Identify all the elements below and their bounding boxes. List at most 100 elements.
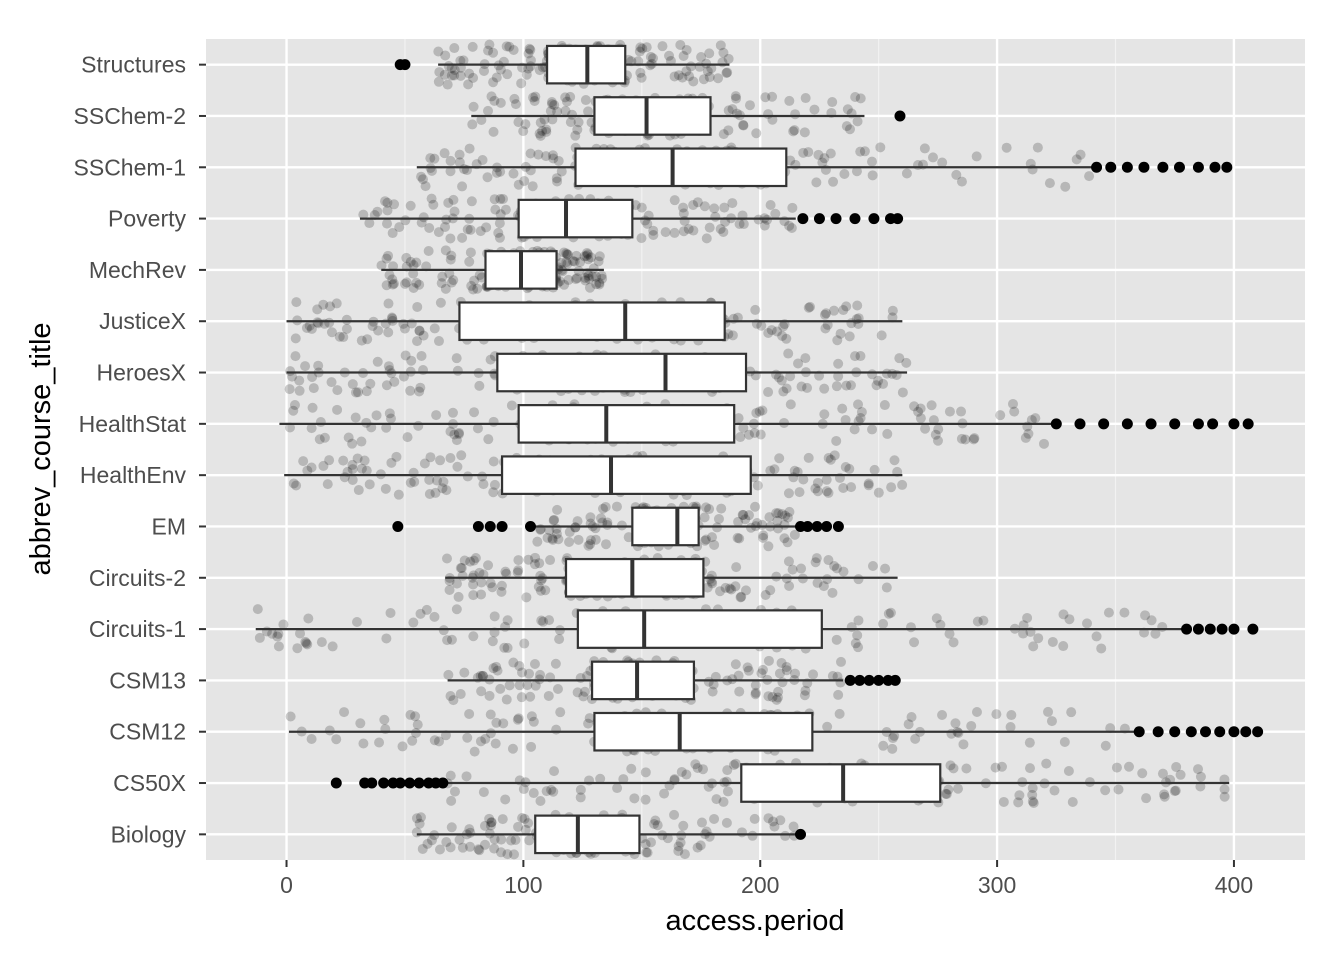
jitter-point [744, 100, 755, 111]
jitter-point [881, 582, 892, 593]
jitter-point [798, 474, 809, 485]
jitter-point [698, 74, 709, 85]
jitter-point [461, 771, 472, 782]
jitter-point [284, 384, 295, 395]
jitter-point [636, 72, 647, 83]
box-iqr [740, 763, 942, 803]
jitter-point [811, 177, 822, 188]
jitter-point [488, 47, 499, 58]
jitter-point [312, 304, 323, 315]
outlier-point [1200, 726, 1212, 738]
outlier-point [1216, 623, 1228, 635]
jitter-point [331, 298, 342, 309]
jitter-point [540, 585, 551, 596]
jitter-point [347, 438, 358, 449]
jitter-point [721, 776, 732, 787]
jitter-point [990, 762, 1001, 773]
jitter-point [477, 670, 488, 681]
jitter-point [794, 487, 805, 498]
jitter-point [540, 151, 551, 162]
jitter-point [389, 376, 400, 387]
jitter-point [454, 149, 465, 160]
jitter-point [552, 176, 563, 187]
jitter-point [475, 226, 486, 237]
jitter-point [910, 733, 921, 744]
jitter-point [1141, 793, 1152, 804]
jitter-point [733, 413, 744, 424]
jitter-point [502, 849, 513, 860]
jitter-point [681, 44, 692, 55]
jitter-point [915, 413, 926, 424]
outlier-point [1214, 726, 1226, 738]
jitter-point [956, 176, 967, 187]
jitter-point [582, 670, 593, 681]
jitter-point [846, 482, 857, 493]
jitter-point [669, 809, 680, 820]
jitter-point [723, 105, 734, 116]
jitter-point [465, 247, 476, 258]
jitter-point [678, 226, 689, 237]
jitter-point [361, 465, 372, 476]
outlier-point [802, 520, 814, 532]
jitter-point [411, 827, 422, 838]
outlier-point [795, 828, 807, 840]
jitter-point [943, 784, 954, 795]
jitter-point [878, 740, 889, 751]
jitter-point [556, 257, 567, 268]
jitter-point [563, 274, 574, 285]
jitter-point [433, 227, 444, 238]
jitter-point [523, 48, 534, 59]
jitter-point [696, 817, 707, 828]
jitter-point [740, 585, 751, 596]
jitter-point [770, 208, 781, 219]
jitter-point [887, 368, 898, 379]
jitter-point [787, 564, 798, 575]
jitter-point [649, 819, 660, 830]
jitter-point [433, 336, 444, 347]
jitter-point [388, 261, 399, 272]
jitter-point [352, 453, 363, 464]
jitter-point [579, 251, 590, 262]
outlier-point [1209, 161, 1221, 173]
jitter-point [1091, 631, 1102, 642]
jitter-point [386, 457, 397, 468]
jitter-point [730, 659, 741, 670]
jitter-point [487, 636, 498, 647]
jitter-point [414, 818, 425, 829]
jitter-point [642, 218, 653, 229]
jitter-point [852, 630, 863, 641]
jitter-point [483, 45, 494, 56]
jitter-point [451, 353, 462, 364]
jitter-point [1009, 406, 1020, 417]
jitter-point [734, 219, 745, 230]
jitter-point [525, 691, 536, 702]
jitter-point [1024, 737, 1035, 748]
jitter-point [300, 636, 311, 647]
jitter-point [678, 208, 689, 219]
jitter-point [405, 385, 416, 396]
jitter-point [521, 69, 532, 80]
jitter-point [871, 380, 882, 391]
outlier-point [1169, 726, 1181, 738]
jitter-point [541, 786, 552, 797]
jitter-point [769, 464, 780, 475]
jitter-point [961, 763, 972, 774]
jitter-point [718, 226, 729, 237]
jitter-point [469, 275, 480, 286]
jitter-point [760, 589, 771, 600]
jitter-point [1059, 736, 1070, 747]
jitter-point [859, 146, 870, 157]
jitter-point [767, 114, 778, 125]
jitter-point [853, 574, 864, 585]
jitter-point [779, 533, 790, 544]
jitter-point [873, 375, 884, 386]
jitter-point [867, 424, 878, 435]
jitter-point [705, 573, 716, 584]
jitter-point [821, 486, 832, 497]
jitter-point [1159, 789, 1170, 800]
jitter-point [765, 199, 776, 210]
jitter-point [551, 724, 562, 735]
jitter-point [489, 843, 500, 854]
jitter-point [679, 215, 690, 226]
jitter-point [637, 43, 648, 54]
